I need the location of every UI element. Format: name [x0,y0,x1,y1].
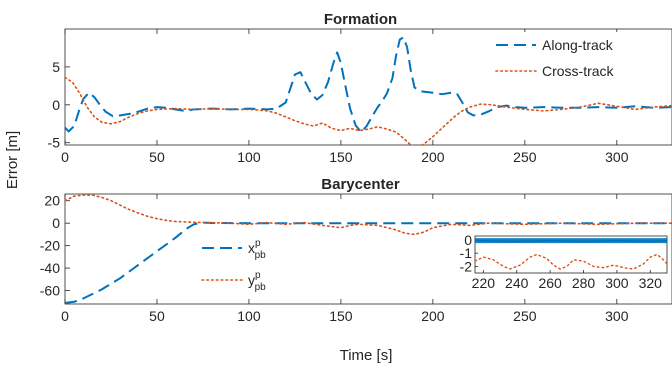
x-tick-label: 250 [513,149,537,165]
legend-box [196,232,321,296]
inset-y-tick-label: -1 [460,245,473,261]
x-tick-label: 150 [329,149,353,165]
inset-series-line [475,239,667,242]
legend-label-subscript: pb [255,250,267,261]
inset-series-line [475,253,667,270]
inset-series-layer [475,238,667,270]
y-tick-label: 5 [52,59,60,75]
x-tick-label: 100 [237,308,261,324]
legend-label-superscript: p [255,238,261,249]
inset-y-tick-label: -2 [460,258,473,274]
legend-label-superscript: p [255,270,261,281]
legend-label: Cross-track [542,63,615,79]
legend-box [490,32,652,84]
series-line [65,221,672,304]
y-tick-label: 0 [52,97,60,113]
inset-x-tick-label: 280 [572,275,596,291]
x-tick-label: 100 [237,149,261,165]
x-tick-label: 200 [421,308,445,324]
inset-x-tick-label: 320 [639,275,663,291]
legend-label: Along-track [542,37,614,53]
x-tick-label: 150 [329,308,353,324]
x-tick-label: 0 [61,308,69,324]
plot-title: Barycenter [321,176,400,193]
legend: Along-track Cross-track [490,32,652,84]
series-layer [65,36,672,145]
inset-x-tick-label: 240 [505,275,529,291]
inset-x-tick-label: 260 [538,275,562,291]
x-tick-label: 200 [421,149,445,165]
inset-plot: 220 240 260 280 300 320 0-1-2 [460,232,668,291]
series-line [65,194,672,236]
inset-x-tick-label: 300 [605,275,629,291]
inset-y-tick-label: 0 [464,232,472,248]
series-layer [65,194,672,304]
y-tick-label: 0 [52,215,60,231]
x-tick-label: 50 [149,149,165,165]
y-tick-label: -60 [40,283,60,299]
y-tick-label: -40 [40,260,60,276]
y-tick-label: 20 [44,193,60,209]
x-tick-label: 0 [61,149,69,165]
figure-xlabel: Time [s] [340,347,393,364]
series-line [65,76,672,145]
x-tick-label: 250 [513,308,537,324]
series-line [65,36,672,134]
figure-ylabel: Error [m] [4,131,21,189]
y-tick-label: -5 [48,135,61,151]
inset-x-tick-label: 220 [472,275,496,291]
plot-title: Formation [324,11,397,28]
x-tick-label: 300 [605,308,629,324]
x-tick-label: 300 [605,149,629,165]
x-tick-label: 50 [149,308,165,324]
y-tick-label: -20 [40,238,60,254]
legend-label-subscript: pb [255,282,267,293]
